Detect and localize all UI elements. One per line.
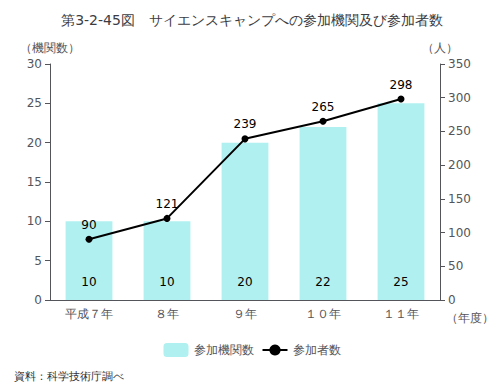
svg-text:22: 22 <box>315 275 330 289</box>
svg-text:20: 20 <box>237 275 252 289</box>
svg-text:10: 10 <box>159 275 174 289</box>
svg-text:９年: ９年 <box>233 307 257 321</box>
svg-text:100: 100 <box>448 226 471 240</box>
svg-text:資料：科学技術庁調べ: 資料：科学技術庁調べ <box>14 370 124 383</box>
svg-text:第3-2-45図 サイエンスキャンプへの参加機関及び参加者数: 第3-2-45図 サイエンスキャンプへの参加機関及び参加者数 <box>61 12 443 28</box>
svg-text:0: 0 <box>448 293 456 307</box>
svg-text:30: 30 <box>27 57 42 71</box>
svg-text:50: 50 <box>448 259 463 273</box>
svg-text:平成７年: 平成７年 <box>65 307 113 321</box>
svg-text:298: 298 <box>390 78 413 92</box>
svg-text:参加機関数: 参加機関数 <box>194 343 254 357</box>
svg-text:265: 265 <box>312 100 335 114</box>
svg-text:20: 20 <box>27 136 42 150</box>
svg-text:350: 350 <box>448 57 471 71</box>
svg-text:25: 25 <box>27 96 42 110</box>
svg-text:10: 10 <box>81 275 96 289</box>
svg-text:90: 90 <box>81 218 96 232</box>
svg-text:239: 239 <box>234 117 257 131</box>
svg-text:200: 200 <box>448 158 471 172</box>
svg-text:25: 25 <box>393 275 408 289</box>
svg-text:10: 10 <box>27 214 42 228</box>
svg-text:（人）: （人） <box>422 41 458 55</box>
svg-text:参加者数: 参加者数 <box>293 343 341 357</box>
svg-text:150: 150 <box>448 192 471 206</box>
svg-text:121: 121 <box>156 197 179 211</box>
svg-text:（機関数）: （機関数） <box>20 41 80 55</box>
svg-text:８年: ８年 <box>155 307 179 321</box>
svg-text:300: 300 <box>448 91 471 105</box>
svg-text:（年度）: （年度） <box>446 311 494 325</box>
svg-text:250: 250 <box>448 124 471 138</box>
svg-text:5: 5 <box>34 254 42 268</box>
svg-text:１１年: １１年 <box>383 307 419 321</box>
svg-text:１０年: １０年 <box>305 307 341 321</box>
svg-text:15: 15 <box>27 175 42 189</box>
svg-text:0: 0 <box>34 293 42 307</box>
